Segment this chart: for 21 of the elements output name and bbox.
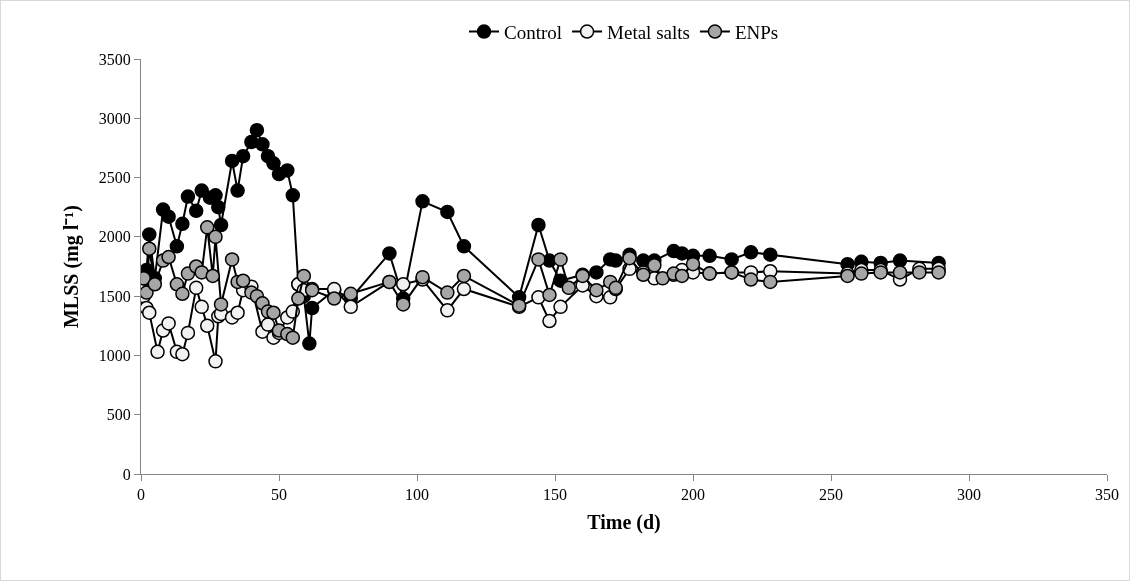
x-tick-label: 0 (137, 486, 145, 504)
y-tick-label: 500 (106, 406, 131, 424)
y-tick-label: 1500 (98, 287, 131, 305)
y-tick-label: 2500 (98, 169, 131, 187)
y-tick-label: 3500 (98, 50, 131, 68)
x-tick-label: 200 (681, 486, 705, 504)
y-tick-label: 3000 (98, 109, 131, 127)
x-tick-label: 300 (957, 486, 981, 504)
legend-label: ENPs (734, 21, 779, 43)
y-tick-label: 0 (122, 465, 131, 483)
y-tick-label: 2000 (98, 228, 131, 246)
y-axis-title: MLSS (mg l⁻¹) (60, 205, 84, 328)
x-tick-label: 150 (543, 486, 567, 504)
x-tick-label: 350 (1095, 486, 1119, 504)
legend-label: Metal salts (607, 21, 690, 43)
x-tick-label: 250 (819, 486, 843, 504)
x-tick-label: 50 (271, 486, 287, 504)
x-axis-title: Time (d) (587, 510, 661, 534)
x-tick-label: 100 (405, 486, 429, 504)
y-tick-label: 1000 (98, 347, 131, 365)
legend-label: Control (504, 21, 563, 43)
